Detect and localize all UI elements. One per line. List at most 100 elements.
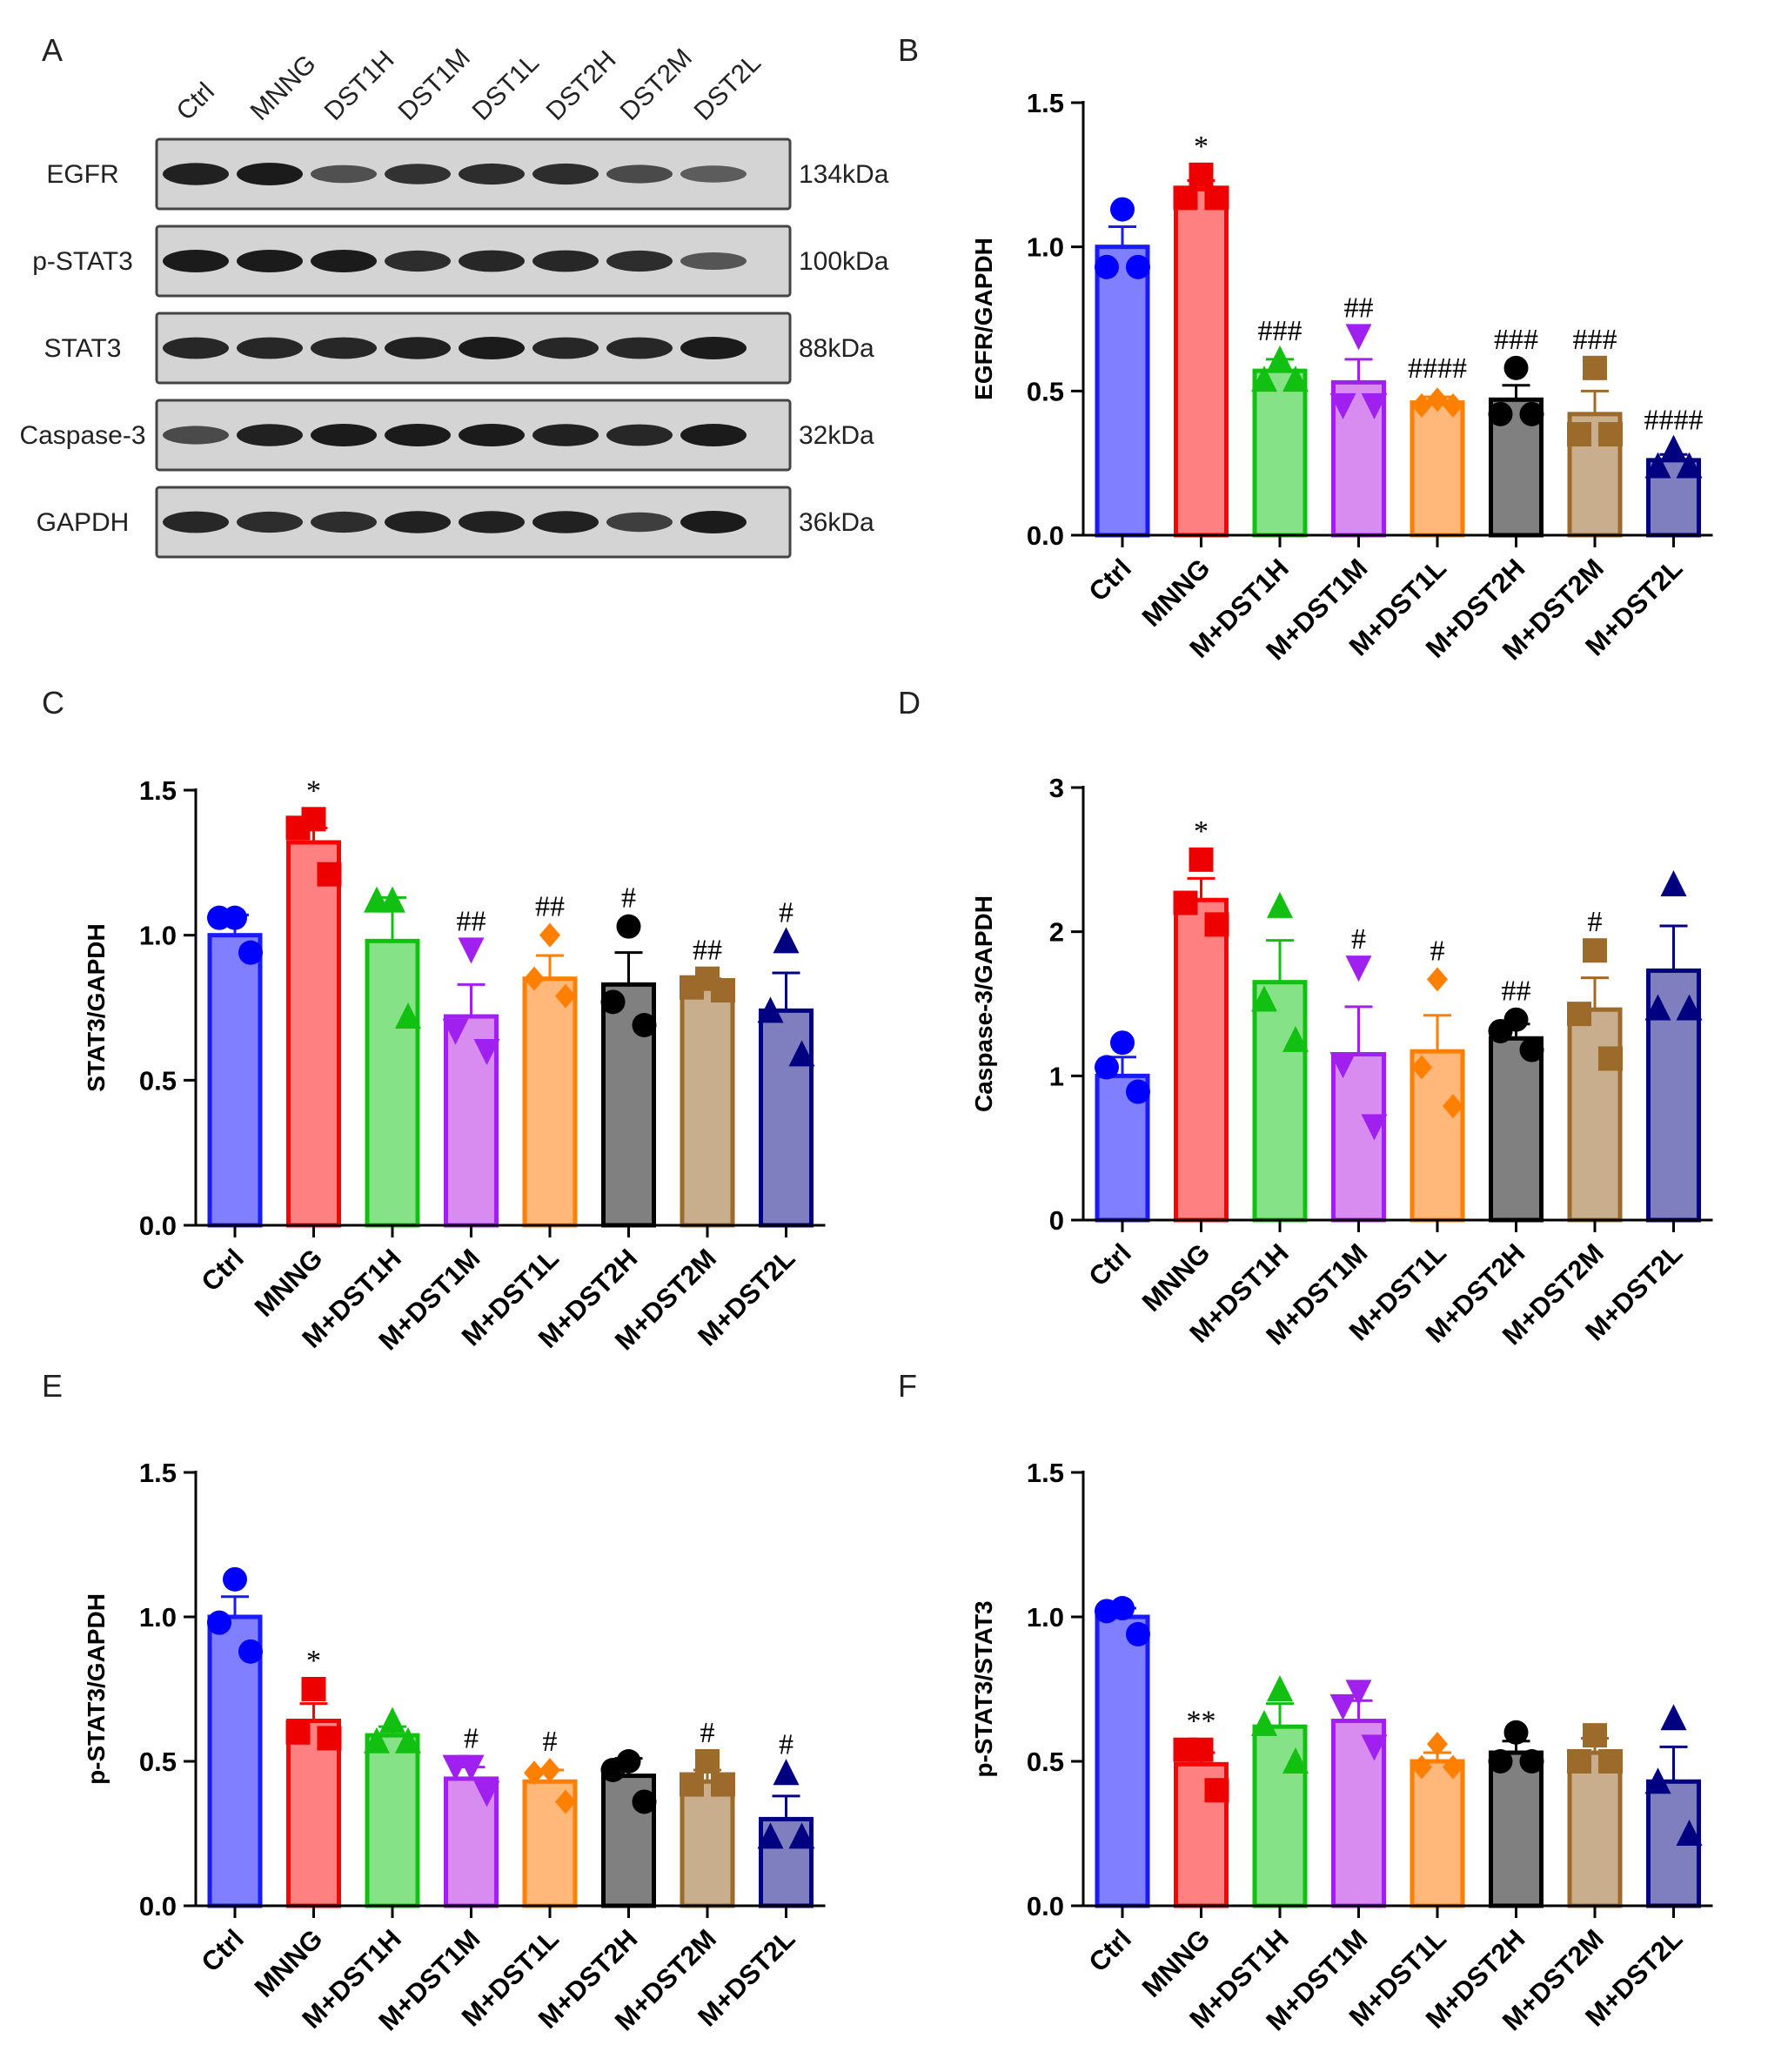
data-point [1267,891,1293,918]
data-point [364,1727,390,1753]
data-point [524,1760,545,1786]
y-tick-label: 1 [1049,1061,1064,1091]
x-tick-label: Ctrl [1082,1923,1137,1978]
data-point [1488,401,1513,426]
panel-label-d: D [898,685,921,721]
data-point [1173,890,1198,915]
data-point [632,1013,657,1037]
data-point [285,1720,311,1745]
protein-band [163,250,229,272]
data-point [1345,324,1372,351]
data-point [1282,1747,1309,1774]
blot-size-label: 88kDa [799,334,874,363]
bar [286,840,341,1228]
y-axis-label: Caspase-3/GAPDH [970,895,997,1112]
bar [1095,1614,1150,1908]
protein-band [311,250,377,272]
bar [1174,897,1229,1223]
blot-row-label: EGFR [46,160,118,189]
data-point [680,975,704,1000]
chart-panel-f: Ctrl**MNNGM+DST1HM+DST1MM+DST1LM+DST2HM+… [970,1458,1713,2036]
data-point [1267,345,1293,372]
y-tick-label: 1.0 [139,1602,177,1633]
data-point [788,1822,815,1849]
bar [1410,400,1465,538]
y-tick-label: 1.0 [139,921,177,951]
data-point [1427,1732,1448,1757]
data-point [1110,197,1135,222]
y-tick-label: 1.5 [139,775,177,806]
lane-label: Ctrl [171,77,220,126]
data-point [1598,1749,1623,1774]
data-point [757,996,784,1023]
data-point [1503,1720,1529,1745]
data-point [395,1002,421,1029]
y-tick-label: 0.0 [139,1210,177,1241]
significance-label: * [1194,815,1209,848]
bar [207,933,263,1228]
significance-label: ## [1502,976,1531,1008]
protein-band [680,165,747,183]
protein-band [459,337,525,359]
data-point [301,1677,326,1701]
significance-label: * [1194,131,1209,163]
data-point [395,1727,421,1753]
protein-band [459,424,525,446]
data-point [1598,1046,1623,1071]
data-point [600,1757,626,1782]
data-point [711,978,735,1002]
lane-label: DST1M [393,44,476,126]
x-tick-label: MNNG [249,1923,329,2003]
data-point [379,1707,405,1733]
significance-label: # [464,1723,479,1755]
protein-band [532,424,599,446]
significance-label: # [621,882,636,915]
data-point [539,1757,560,1782]
protein-band [606,250,673,272]
bar [522,976,578,1228]
data-point [1583,1723,1607,1748]
data-point [1329,1052,1356,1079]
protein-band [311,164,377,184]
data-point [1173,185,1198,211]
bar [1252,980,1308,1223]
data-point [1503,355,1529,380]
data-point [1660,869,1687,896]
y-tick-label: 1.5 [1027,1458,1064,1488]
chart-panel-c: Ctrl*MNNGM+DST1H##M+DST1M##M+DST1L#M+DST… [83,774,826,1356]
data-point [1361,392,1388,419]
data-point [1660,434,1687,461]
data-point [1173,1737,1198,1762]
significance-label: * [306,774,321,807]
significance-label: #### [1644,405,1704,437]
bar [1174,186,1229,538]
protein-band [163,426,229,445]
x-tick-label: Ctrl [195,1923,250,1978]
data-point [1095,1599,1119,1624]
data-point [1329,1693,1356,1720]
y-tick-label: 0.5 [1027,376,1064,406]
bar [1489,1036,1544,1223]
data-point [1251,1709,1277,1736]
data-point [1126,1621,1150,1646]
protein-band [606,164,673,184]
protein-band [311,424,377,446]
protein-band [385,250,451,272]
data-point [788,1040,815,1067]
significance-label: ** [1187,1706,1216,1738]
protein-band [532,163,599,185]
lane-label: MNNG [245,50,322,126]
protein-band [163,163,229,185]
x-tick-label: Ctrl [1082,553,1137,607]
data-point [1676,994,1703,1021]
data-point [1189,847,1214,872]
data-point [1644,1767,1671,1794]
panel-label-a: A [42,32,63,68]
data-point [1519,1037,1544,1063]
blot-row-label: GAPDH [37,508,130,537]
protein-band [532,337,599,359]
panel-labels: A B C D E F [42,32,921,1404]
blot-size-label: 36kDa [799,508,874,537]
y-tick-label: 0.5 [139,1065,177,1096]
protein-band [237,337,303,359]
